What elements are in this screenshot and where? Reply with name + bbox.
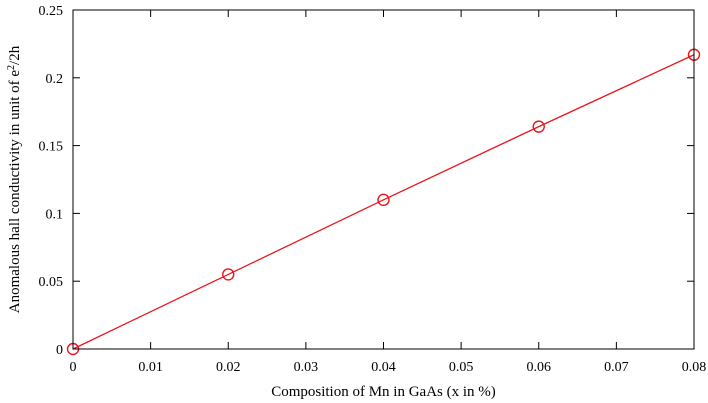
series-line (72, 54, 695, 350)
data-point (222, 268, 235, 281)
x-tick-label: 0.02 (216, 360, 241, 375)
x-tick-label: 0.08 (682, 360, 707, 375)
y-axis-label-prefix: Anomalous hall conductivity in unit of e (7, 70, 23, 314)
data-point (532, 120, 545, 133)
y-tick-label: 0 (56, 343, 63, 358)
x-tick-label: 0 (70, 360, 77, 375)
plot-frame (72, 9, 695, 350)
y-tick-label: 0.25 (39, 4, 64, 19)
x-axis-label: Composition of Mn in GaAs (x in %) (271, 384, 496, 400)
y-axis-label-superscript: 2 (6, 65, 17, 70)
x-tick-label: 0.01 (138, 360, 163, 375)
y-tick-label: 0.05 (39, 275, 64, 290)
y-tick-label: 0.1 (46, 207, 64, 222)
x-tick-label: 0.06 (527, 360, 552, 375)
x-tick-label: 0.04 (371, 360, 396, 375)
y-axis-label-suffix: /2h (7, 45, 23, 65)
y-tick-labels: 0 0.05 0.1 0.15 0.2 0.25 (39, 4, 64, 358)
data-point (377, 193, 390, 207)
x-tick-label: 0.07 (604, 360, 629, 375)
x-tick-label: 0.03 (294, 360, 319, 375)
axis-ticks (72, 9, 695, 350)
series-layer (66, 48, 701, 356)
y-tick-label: 0.15 (39, 140, 64, 155)
y-axis-label: Anomalous hall conductivity in unit of e… (6, 45, 24, 313)
y-tick-label: 0.2 (46, 72, 64, 87)
x-tick-labels: 0 0.01 0.02 0.03 0.04 0.05 0.06 0.07 0.08 (70, 360, 707, 375)
x-tick-label: 0.05 (449, 360, 474, 375)
